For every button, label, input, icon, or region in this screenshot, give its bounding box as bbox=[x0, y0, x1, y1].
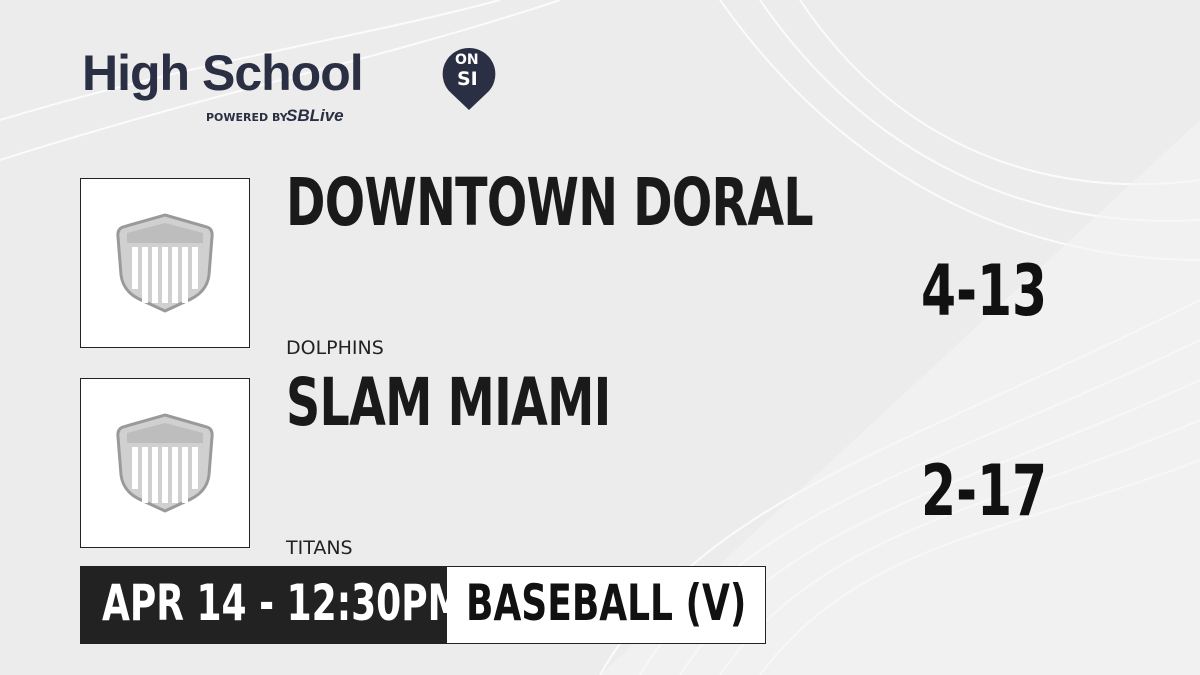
datetime-box bbox=[80, 566, 446, 644]
badge-top: ON bbox=[455, 52, 479, 68]
team-logo bbox=[80, 378, 250, 548]
team-record: 2-17 bbox=[921, 450, 1048, 532]
team-mascot: DOLPHINS bbox=[286, 337, 384, 359]
datetime: APR 14 - 12:30PM bbox=[102, 574, 464, 632]
sport-box bbox=[446, 566, 766, 644]
shield-icon bbox=[116, 213, 214, 313]
badge-bottom: SI bbox=[457, 68, 478, 90]
powered-by: POWERED BY bbox=[206, 111, 288, 124]
team-logo bbox=[80, 178, 250, 348]
team-mascot: TITANS bbox=[286, 537, 353, 559]
sport: BASEBALL (V) bbox=[466, 574, 747, 632]
badge-icon bbox=[442, 47, 496, 110]
team-name: DOWNTOWN DORAL bbox=[286, 164, 814, 241]
brand: High School bbox=[82, 45, 364, 101]
team-record: 4-13 bbox=[921, 250, 1048, 332]
partner: SBLive bbox=[286, 106, 344, 125]
team-name: SLAM MIAMI bbox=[286, 364, 611, 441]
shield-icon bbox=[116, 413, 214, 513]
